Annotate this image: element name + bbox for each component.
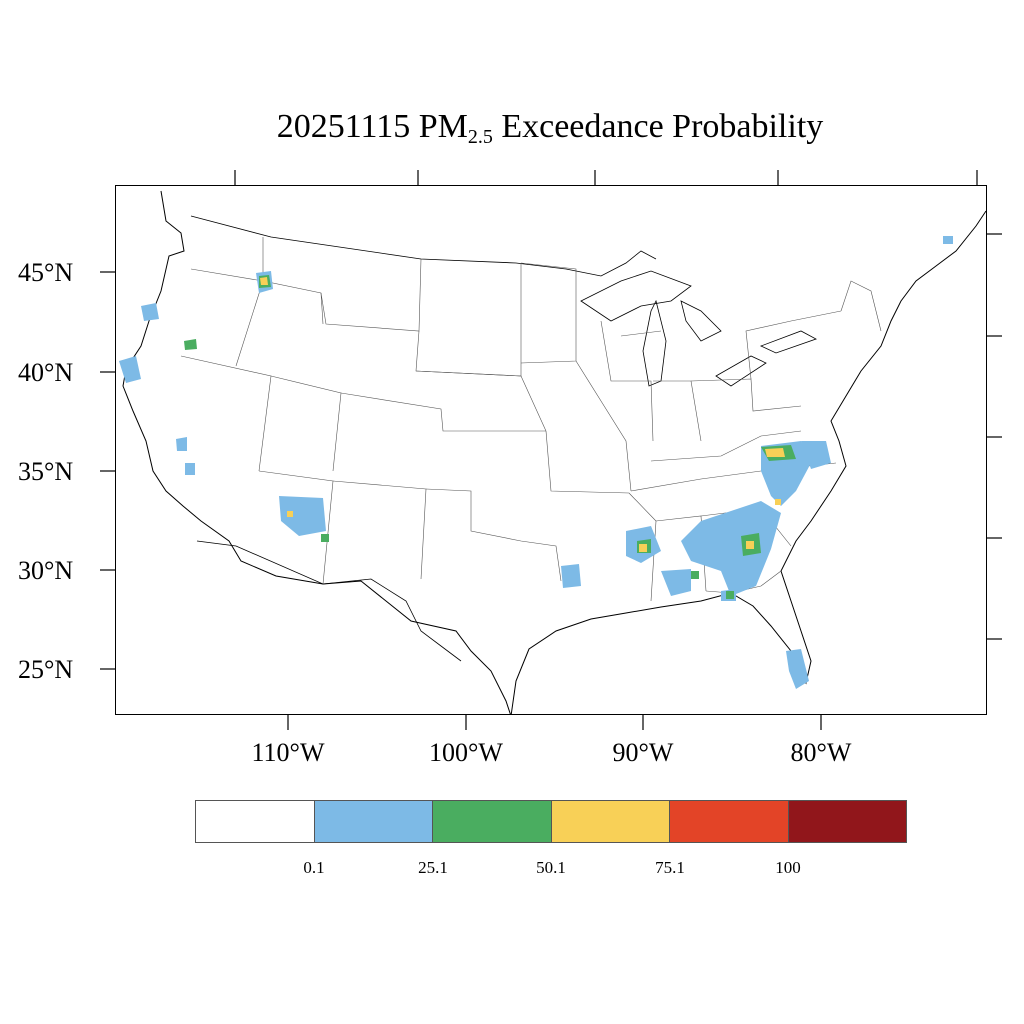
lon-label-100: 100°W bbox=[429, 738, 503, 767]
title-prefix: PM bbox=[418, 108, 468, 145]
colorbar-segment bbox=[670, 801, 789, 842]
colorbar-segment bbox=[551, 801, 670, 842]
lat-label-40: 40°N bbox=[18, 358, 74, 387]
colorbar-segment bbox=[196, 801, 315, 842]
map-panel bbox=[115, 185, 987, 715]
colorbar-tick-label: 0.1 bbox=[303, 858, 325, 877]
us-map bbox=[119, 190, 986, 714]
prob-yellow bbox=[260, 277, 785, 552]
lon-label-110: 110°W bbox=[251, 738, 325, 767]
colorbar-segment bbox=[314, 801, 433, 842]
state-boundaries bbox=[180, 237, 882, 602]
colorbar-tick-label: 50.1 bbox=[536, 858, 566, 877]
title-subscript: 2.5 bbox=[467, 126, 493, 148]
northern-border bbox=[190, 215, 657, 277]
lat-label-35: 35°N bbox=[18, 457, 74, 486]
colorbar bbox=[195, 800, 907, 843]
lon-label-90: 90°W bbox=[612, 738, 674, 767]
lat-label-30: 30°N bbox=[18, 556, 74, 585]
lat-label-25: 25°N bbox=[18, 655, 74, 684]
prob-blue bbox=[119, 236, 953, 689]
map-title: 20251115 PM2.5 Exceedance Probability bbox=[0, 108, 1024, 149]
lon-label-80: 80°W bbox=[790, 738, 852, 767]
title-suffix: Exceedance Probability bbox=[501, 108, 824, 145]
colorbar-segment bbox=[433, 801, 552, 842]
colorbar-tick-label: 100 bbox=[775, 858, 801, 877]
colorbar-tick-label: 75.1 bbox=[655, 858, 685, 877]
great-lakes bbox=[580, 270, 817, 387]
southern-border bbox=[196, 540, 462, 662]
colorbar-segment bbox=[788, 801, 906, 842]
us-outline bbox=[122, 190, 986, 714]
lat-label-45: 45°N bbox=[18, 258, 74, 287]
colorbar-tick-label: 25.1 bbox=[418, 858, 448, 877]
title-date: 20251115 bbox=[276, 108, 411, 145]
